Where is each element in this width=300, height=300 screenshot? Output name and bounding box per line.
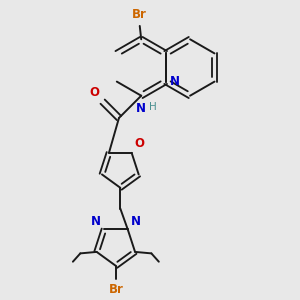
Text: N: N <box>136 102 146 115</box>
Text: Br: Br <box>108 283 123 296</box>
Text: N: N <box>131 215 141 228</box>
Text: N: N <box>170 75 180 88</box>
Text: N: N <box>90 215 100 228</box>
Text: O: O <box>90 86 100 99</box>
Text: H: H <box>148 102 156 112</box>
Text: Br: Br <box>132 8 147 22</box>
Text: O: O <box>135 137 145 151</box>
